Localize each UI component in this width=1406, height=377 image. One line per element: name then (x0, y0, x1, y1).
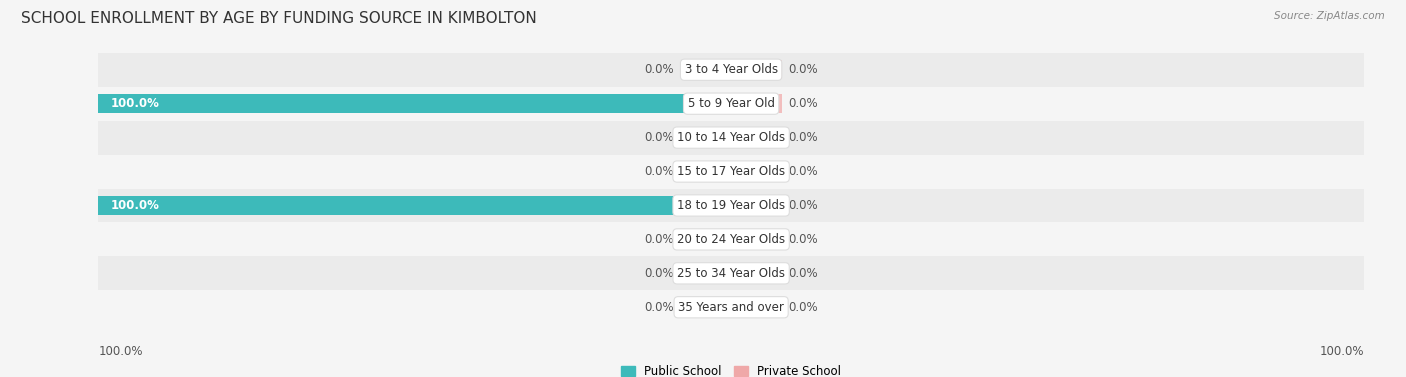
Text: 0.0%: 0.0% (787, 97, 818, 110)
Text: 0.0%: 0.0% (644, 267, 675, 280)
Text: 10 to 14 Year Olds: 10 to 14 Year Olds (678, 131, 785, 144)
Text: 15 to 17 Year Olds: 15 to 17 Year Olds (678, 165, 785, 178)
Text: 18 to 19 Year Olds: 18 to 19 Year Olds (678, 199, 785, 212)
Bar (731, 94, 782, 113)
Text: 0.0%: 0.0% (787, 199, 818, 212)
Bar (98, 121, 1364, 155)
Bar (98, 188, 1364, 222)
Bar (681, 298, 731, 317)
Text: 0.0%: 0.0% (787, 131, 818, 144)
Bar (98, 222, 1364, 256)
Text: 0.0%: 0.0% (787, 301, 818, 314)
Bar (98, 290, 1364, 324)
Bar (681, 196, 731, 215)
Text: 20 to 24 Year Olds: 20 to 24 Year Olds (678, 233, 785, 246)
Bar (98, 87, 1364, 121)
Text: 35 Years and over: 35 Years and over (678, 301, 785, 314)
Bar (98, 155, 1364, 188)
Text: 0.0%: 0.0% (644, 165, 675, 178)
Text: 100.0%: 100.0% (98, 345, 143, 357)
Text: 0.0%: 0.0% (787, 63, 818, 76)
Text: 0.0%: 0.0% (644, 301, 675, 314)
Text: 3 to 4 Year Olds: 3 to 4 Year Olds (685, 63, 778, 76)
Text: 0.0%: 0.0% (787, 233, 818, 246)
Text: 0.0%: 0.0% (787, 267, 818, 280)
Text: 25 to 34 Year Olds: 25 to 34 Year Olds (678, 267, 785, 280)
Bar (731, 128, 782, 147)
Text: 100.0%: 100.0% (1319, 345, 1364, 357)
Bar (98, 53, 1364, 87)
Text: 0.0%: 0.0% (644, 131, 675, 144)
Bar (731, 264, 782, 283)
Text: 0.0%: 0.0% (787, 165, 818, 178)
Bar (681, 230, 731, 249)
Text: 100.0%: 100.0% (111, 97, 160, 110)
Bar (681, 60, 731, 79)
Bar (681, 162, 731, 181)
Bar (731, 162, 782, 181)
Bar (98, 196, 731, 215)
Text: 5 to 9 Year Old: 5 to 9 Year Old (688, 97, 775, 110)
Bar (681, 94, 731, 113)
Text: 100.0%: 100.0% (111, 199, 160, 212)
Bar (731, 298, 782, 317)
Text: 0.0%: 0.0% (644, 63, 675, 76)
Legend: Public School, Private School: Public School, Private School (621, 365, 841, 377)
Text: 0.0%: 0.0% (644, 233, 675, 246)
Bar (98, 256, 1364, 290)
Bar (98, 94, 731, 113)
Bar (681, 264, 731, 283)
Bar (731, 230, 782, 249)
Bar (681, 128, 731, 147)
Text: SCHOOL ENROLLMENT BY AGE BY FUNDING SOURCE IN KIMBOLTON: SCHOOL ENROLLMENT BY AGE BY FUNDING SOUR… (21, 11, 537, 26)
Bar (731, 60, 782, 79)
Bar (731, 196, 782, 215)
Text: Source: ZipAtlas.com: Source: ZipAtlas.com (1274, 11, 1385, 21)
